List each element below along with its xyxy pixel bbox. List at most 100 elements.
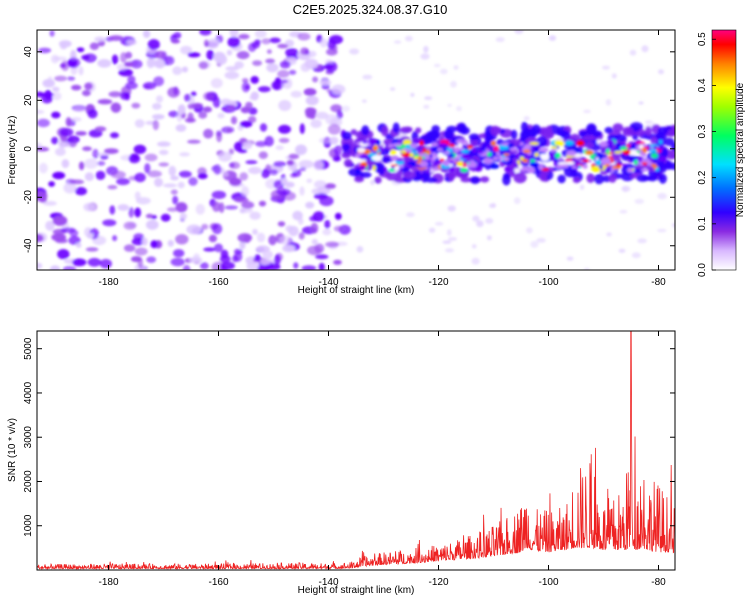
spectrogram-cell	[453, 166, 462, 176]
spectrogram-cell	[671, 223, 675, 228]
spectrogram-cell	[146, 256, 157, 264]
spectrogram-cell	[212, 96, 221, 108]
spectrogram-cell	[626, 144, 631, 148]
spectrogram-cell	[311, 188, 322, 195]
spectrogram-cell	[538, 164, 544, 171]
spectrogram-cell	[521, 121, 528, 133]
spectrogram-cell	[622, 149, 631, 155]
spectrogram-y-tick-label: -40	[23, 238, 34, 253]
spectrogram-cell	[111, 54, 119, 65]
spectrogram-cell	[266, 63, 279, 73]
snr-y-tick-label: 5000	[23, 337, 34, 360]
spectrogram-cell	[269, 37, 281, 44]
spectrogram-cell	[37, 118, 50, 128]
spectrogram-cell	[571, 165, 577, 169]
spectrogram-cell	[455, 138, 465, 145]
spectrogram-cell	[65, 117, 72, 127]
spectrogram-cell	[256, 245, 270, 253]
spectrogram-cell	[41, 93, 53, 104]
spectrogram-cell	[442, 240, 452, 244]
spectrogram-cell	[245, 101, 253, 109]
spectrogram-cell	[177, 181, 185, 189]
spectrogram-cell	[152, 103, 162, 110]
spectrogram-cell	[83, 202, 96, 212]
spectrogram-cell	[265, 58, 275, 64]
spectrogram-cell	[286, 159, 295, 166]
spectrogram-cell	[260, 258, 272, 265]
spectrogram-cell	[176, 111, 183, 123]
spectrogram-cell	[51, 136, 59, 145]
spectrogram-cell	[293, 262, 299, 269]
spectrogram-cell	[61, 159, 70, 169]
spectrogram-cell	[362, 74, 373, 80]
spectrogram-cell	[275, 145, 284, 150]
spectrogram-cell	[492, 156, 499, 161]
spectrogram-cell	[510, 129, 518, 140]
spectrogram-cell	[622, 126, 634, 134]
snr-x-tick-label: -120	[428, 577, 448, 588]
spectrogram-cell	[72, 258, 87, 267]
spectrogram-cell	[602, 65, 610, 70]
spectrogram-cell	[461, 154, 470, 160]
spectrogram-cell	[671, 124, 675, 132]
snr-y-tick-label: 1000	[23, 514, 34, 537]
spectrogram-cell	[404, 35, 413, 42]
spectrogram-cell	[519, 142, 525, 146]
spectrogram-cell	[312, 76, 319, 83]
spectrogram-cell	[108, 91, 122, 98]
colorbar-tick-label: 0.3	[697, 124, 708, 138]
spectrogram-cell	[582, 164, 588, 169]
spectrogram-cell	[599, 141, 609, 147]
spectrogram-cell	[372, 145, 379, 152]
spectrogram-cell	[550, 146, 558, 149]
spectrogram-cell	[97, 99, 113, 105]
spectrogram-cell	[586, 173, 595, 184]
spectrogram-cell	[383, 167, 388, 172]
spectrogram-cell	[63, 182, 77, 194]
spectrogram-cell	[633, 159, 638, 165]
spectrogram-cell	[168, 165, 177, 177]
spectrogram-x-label: Height of straight line (km)	[298, 285, 415, 296]
spectrogram-cell	[154, 177, 163, 187]
spectrogram-cell	[54, 75, 68, 82]
spectrogram-cell	[71, 117, 82, 122]
spectrogram-cell	[341, 152, 351, 159]
spectrogram-cell	[650, 136, 658, 146]
spectrogram-cell	[553, 161, 558, 167]
spectrogram-y-tick-label: -20	[23, 190, 34, 205]
spectrogram-cell	[258, 200, 267, 207]
spectrogram-cell	[417, 156, 423, 161]
spectrogram-cell	[84, 158, 98, 169]
spectrogram-cell	[419, 140, 424, 146]
spectrogram-cell	[134, 191, 141, 200]
spectrogram-cell	[170, 189, 178, 195]
spectrogram-cell	[595, 159, 602, 166]
spectrogram-cell	[448, 170, 455, 182]
spectrogram-cell	[277, 221, 286, 227]
spectrogram-cell	[68, 235, 81, 245]
spectrogram-x-axis: -180 -160 -140 -120 -100 -80	[98, 30, 666, 288]
spectrogram-cell	[608, 173, 617, 183]
spectrogram-cell	[514, 168, 520, 173]
snr-y-tick-label: 2000	[23, 470, 34, 493]
spectrogram-cell	[397, 143, 402, 147]
spectrogram-cell	[145, 213, 154, 219]
spectrogram-cell	[409, 143, 418, 149]
spectrogram-cell	[175, 124, 187, 132]
spectrogram-cell	[92, 148, 99, 159]
spectrogram-y-label: Frequency (Hz)	[7, 116, 18, 185]
spectrogram-cell	[298, 232, 305, 240]
spectrogram-cell	[310, 222, 319, 234]
spectrogram-cell	[60, 227, 76, 233]
spectrogram-cell	[238, 33, 250, 40]
spectrogram-cell	[514, 30, 524, 34]
spectrogram-cell	[71, 84, 82, 91]
spectrogram-cell	[152, 114, 165, 120]
spectrogram-cell	[579, 184, 585, 190]
spectrogram-cell	[229, 177, 242, 186]
spectrogram-cell	[215, 54, 228, 65]
spectrogram-cell	[237, 233, 253, 243]
spectrogram-cell	[49, 30, 55, 37]
spectrogram-cell	[585, 141, 594, 149]
spectrogram-cell	[252, 60, 263, 66]
